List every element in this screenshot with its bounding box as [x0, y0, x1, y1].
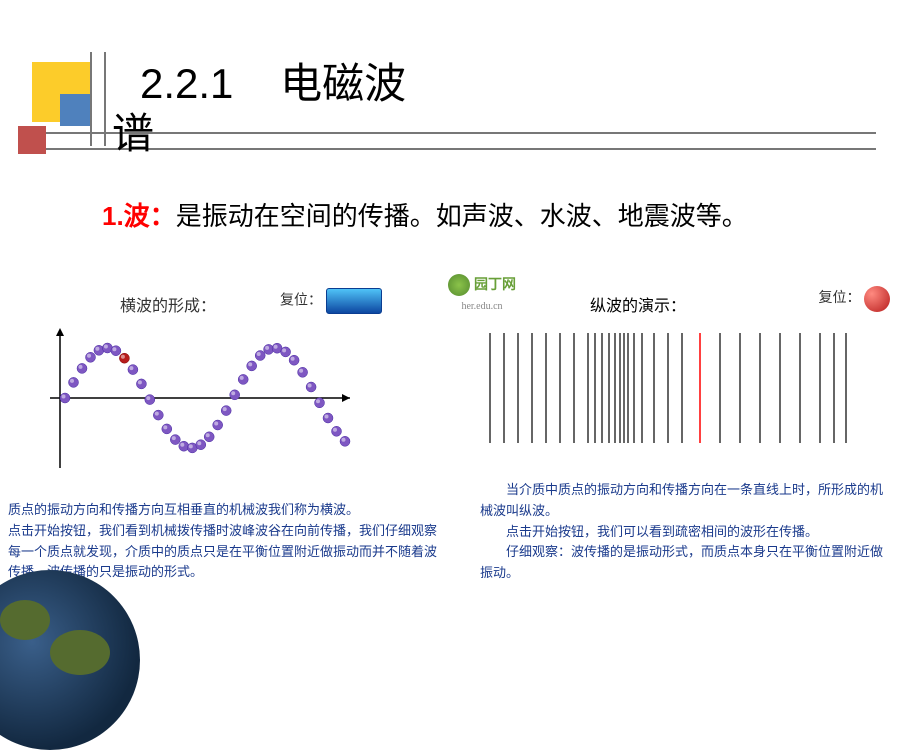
logo-area: 园丁网 her.edu.cn: [448, 274, 516, 314]
wave-dot: [230, 390, 240, 400]
wave-dot: [213, 420, 223, 430]
wave-dot: [221, 406, 231, 416]
caption-right-line3: 仔细观察：波传播的是振动形式，而质点本身只在平衡位置附近做振动。: [480, 542, 890, 584]
wave-dot: [128, 365, 138, 375]
wave-dot: [247, 361, 257, 371]
title-main-text: 电磁波: [280, 60, 406, 107]
slide-title: 2.2.1 电磁波: [140, 50, 406, 111]
transverse-label: 横波的形成：: [120, 292, 216, 316]
wave-dot: [111, 346, 121, 356]
title-sub-text: 谱: [112, 100, 154, 161]
longitudinal-reset-group: 复位：: [819, 286, 891, 312]
transverse-reset-label: 复位：: [280, 294, 322, 309]
definition-line: 1.波：是振动在空间的传播。如声波、水波、地震波等。: [102, 196, 748, 233]
definition-term: 1.波：: [102, 201, 176, 231]
caption-left-line1: 质点的振动方向和传播方向互相垂直的机械波我们称为横波。: [8, 500, 448, 521]
longitudinal-figure: 纵波的演示： 复位：: [470, 280, 900, 483]
accent-blue-square: [60, 94, 92, 126]
caption-right-line2: 点击开始按钮，我们可以看到疏密相间的波形在传播。: [480, 522, 890, 543]
wave-dot: [77, 363, 87, 373]
wave-dot: [315, 398, 325, 408]
longitudinal-svg: [470, 318, 890, 478]
wave-dot: [255, 351, 265, 361]
y-axis-arrow: [56, 328, 64, 336]
wave-dot: [86, 352, 96, 362]
wave-dot: [170, 435, 180, 445]
wave-dot: [332, 426, 342, 436]
longitudinal-reset-label: 复位：: [819, 291, 861, 306]
longitudinal-reset-button[interactable]: [864, 286, 890, 312]
logo-name: 园丁网: [474, 278, 516, 293]
ruler-vertical: [90, 52, 106, 146]
ruler-horizontal: [46, 132, 876, 150]
logo-icon: [448, 274, 470, 296]
wave-dot: [69, 377, 79, 387]
wave-dot: [306, 382, 316, 392]
wave-dot: [298, 367, 308, 377]
wave-dot: [145, 395, 155, 405]
wave-dot: [323, 413, 333, 423]
x-axis-arrow: [342, 394, 350, 402]
wave-dot: [162, 424, 172, 434]
transverse-figure: 横波的形成： 复位：: [30, 280, 460, 483]
transverse-reset-group: 复位：: [280, 288, 382, 314]
transverse-reset-button[interactable]: [326, 288, 382, 314]
wave-dot: [60, 393, 70, 403]
wave-dot: [340, 436, 350, 446]
wave-dot: [196, 440, 206, 450]
longitudinal-lines-group: [490, 333, 846, 443]
caption-right-line1: 当介质中质点的振动方向和传播方向在一条直线上时，所形成的机械波叫纵波。: [480, 480, 890, 522]
wave-dot: [136, 379, 146, 389]
wave-dot: [204, 432, 214, 442]
wave-dot: [281, 347, 291, 357]
caption-right: 当介质中质点的振动方向和传播方向在一条直线上时，所形成的机械波叫纵波。 点击开始…: [480, 480, 890, 584]
caption-left: 质点的振动方向和传播方向互相垂直的机械波我们称为横波。 点击开始按钮，我们看到机…: [8, 500, 448, 583]
accent-red-square: [18, 126, 46, 154]
logo-url: her.edu.cn: [461, 301, 502, 312]
longitudinal-label: 纵波的演示：: [590, 292, 686, 316]
wave-dot: [289, 355, 299, 365]
wave-dot: [179, 441, 189, 451]
wave-dot: [153, 410, 163, 420]
earth-decoration: [0, 570, 140, 750]
wave-dot: [119, 353, 129, 363]
transverse-wave-svg: [30, 318, 360, 478]
definition-text: 是振动在空间的传播。如声波、水波、地震波等。: [176, 202, 748, 231]
wave-dot: [238, 374, 248, 384]
